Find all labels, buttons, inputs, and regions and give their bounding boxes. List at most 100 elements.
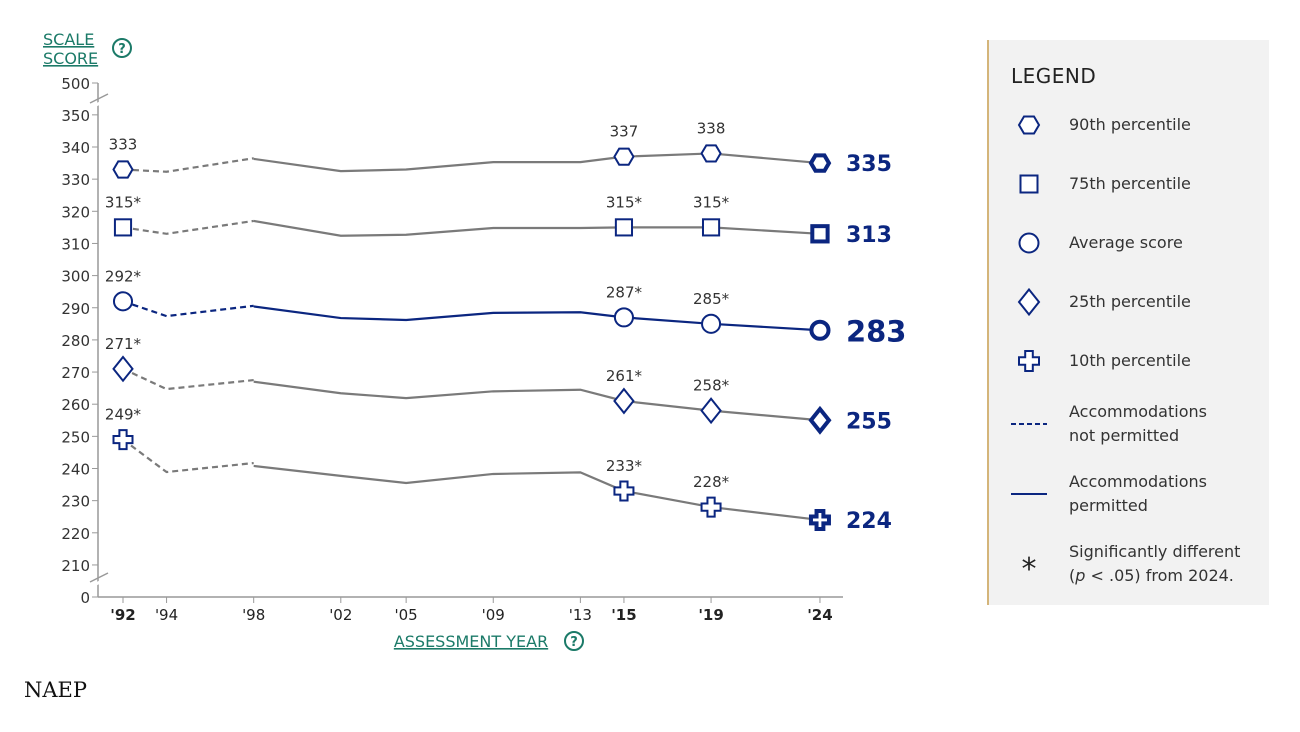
x-axis-title: ASSESSMENT YEAR: [394, 632, 548, 651]
legend-label: 10th percentile: [1069, 351, 1191, 370]
y-tick-label: 340: [61, 139, 90, 157]
solid-icon: [989, 479, 1069, 509]
data-label: 333: [109, 136, 138, 154]
data-label: 287*: [606, 283, 643, 301]
y-tick-label: 310: [61, 235, 90, 253]
diamond-icon: [989, 287, 1069, 317]
data-label-2024: 313: [846, 223, 892, 248]
axis-break: [89, 93, 109, 104]
y-tick-label: 220: [61, 525, 90, 543]
y-tick-label: 240: [61, 461, 90, 479]
data-label-2024: 335: [846, 152, 892, 177]
hexagon-marker: [1017, 115, 1041, 135]
hexagon-marker: [613, 147, 635, 166]
data-label: 337: [610, 123, 639, 141]
data-label: 261*: [606, 367, 643, 385]
circle-marker: [1018, 232, 1040, 254]
y-tick-label: 260: [61, 396, 90, 414]
x-tick-label: '09: [482, 606, 505, 624]
x-tick-label: '05: [395, 606, 418, 624]
x-tick-label: '15: [611, 606, 636, 624]
series-25th-percentile: 271* 261* 258* 255: [105, 335, 892, 435]
dashed-icon: [989, 409, 1069, 439]
line-accommodations-not-permitted: [122, 219, 254, 235]
legend-title: LEGEND: [1011, 64, 1097, 88]
square-marker: [1019, 174, 1039, 194]
data-label: 338: [697, 119, 726, 137]
cross-marker: [700, 496, 722, 518]
legend-label: 25th percentile: [1069, 292, 1191, 311]
diamond-marker: [1017, 287, 1041, 317]
hexagon-marker: [112, 160, 134, 179]
data-label-2024: 224: [846, 509, 892, 534]
legend-item-asterisk: * Significantly different (p < .05) from 2…: [989, 540, 1269, 588]
cross-marker: [1018, 350, 1040, 372]
data-label: 258*: [693, 377, 730, 395]
data-label: 233*: [606, 457, 643, 475]
data-label: 271*: [105, 335, 142, 353]
diamond-marker: [613, 387, 635, 415]
cross-marker: [112, 429, 134, 451]
x-tick-label: '92: [110, 606, 135, 624]
line-accommodations-not-permitted: [122, 367, 254, 391]
footer-naep: NAEP: [24, 678, 87, 702]
y-tick-label: 350: [61, 107, 90, 125]
data-label: 249*: [105, 406, 142, 424]
circle-marker: [809, 319, 831, 341]
y-tick-label: 280: [61, 332, 90, 350]
legend-item-circle: Average score: [989, 228, 1269, 258]
y-tick-label: 210: [61, 557, 90, 575]
legend-item-diamond: 25th percentile: [989, 287, 1269, 317]
data-label: 315*: [105, 193, 142, 211]
square-icon: [989, 169, 1069, 199]
y-tick-label: 250: [61, 428, 90, 446]
legend-label: 90th percentile: [1069, 115, 1191, 134]
y-tick-label: 230: [61, 493, 90, 511]
series-75th-percentile: 315* 315* 315* 313: [105, 193, 892, 247]
cross-marker: [808, 508, 831, 531]
legend-label: Significantly different (p < .05) from 20…: [1069, 542, 1241, 585]
legend-label: 75th percentile: [1069, 174, 1191, 193]
diamond-marker: [700, 397, 722, 425]
line-accommodations-permitted: [253, 219, 821, 237]
line-accommodations-permitted: [253, 152, 821, 173]
legend-item-cross: 10th percentile: [989, 346, 1269, 376]
x-tick-label: '24: [807, 606, 832, 624]
series-90th-percentile: 333 337 338 335: [109, 119, 892, 179]
line-accommodations-permitted: [253, 305, 821, 332]
cross-marker: [613, 480, 635, 502]
line-accommodations-not-permitted: [122, 157, 254, 173]
hexagon-marker: [700, 144, 722, 163]
legend-item-solid: Accommodations permitted: [989, 470, 1269, 518]
axis-break-gap: [89, 576, 109, 589]
circle-marker: [613, 307, 634, 328]
help-icon: [564, 631, 584, 651]
legend-label: Accommodations permitted: [1069, 472, 1207, 515]
y-tick-label: 320: [61, 203, 90, 221]
data-label: 285*: [693, 290, 730, 308]
square-marker: [701, 218, 721, 237]
legend-label: Average score: [1069, 233, 1183, 252]
data-label-2024: 255: [846, 409, 892, 434]
asterisk: *: [1022, 552, 1037, 579]
circle-marker: [701, 313, 722, 334]
line-accommodations-not-permitted: [122, 438, 254, 474]
line-accommodations-permitted: [253, 380, 821, 422]
legend-label: Accommodations not permitted: [1069, 402, 1207, 445]
asterisk-icon: *: [989, 549, 1069, 579]
data-label: 228*: [693, 473, 730, 491]
help-icon-glyph: ?: [570, 635, 578, 650]
x-tick-label: '13: [569, 606, 592, 624]
y-tick-label: 300: [61, 268, 90, 286]
cross-icon: [989, 346, 1069, 376]
data-label: 315*: [606, 193, 643, 211]
legend-item-hexagon: 90th percentile: [989, 110, 1269, 140]
x-tick-label: '94: [155, 606, 178, 624]
line-accommodations-not-permitted: [122, 300, 254, 318]
diamond-marker: [808, 405, 832, 435]
circle-icon: [989, 228, 1069, 258]
y-axis-title: SCORE: [43, 49, 98, 68]
axis-break-gap: [89, 97, 109, 110]
circle-marker: [112, 291, 134, 312]
y-tick-label: 500: [61, 75, 90, 93]
